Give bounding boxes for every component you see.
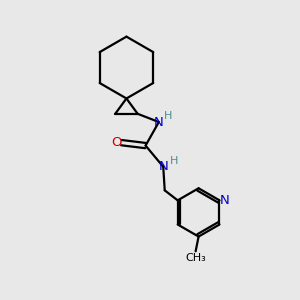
Text: O: O (111, 136, 122, 149)
Text: H: H (170, 156, 178, 166)
Text: N: N (158, 160, 168, 173)
Text: N: N (220, 194, 230, 207)
Text: CH₃: CH₃ (185, 253, 206, 263)
Text: N: N (154, 116, 164, 128)
Text: H: H (164, 110, 172, 121)
